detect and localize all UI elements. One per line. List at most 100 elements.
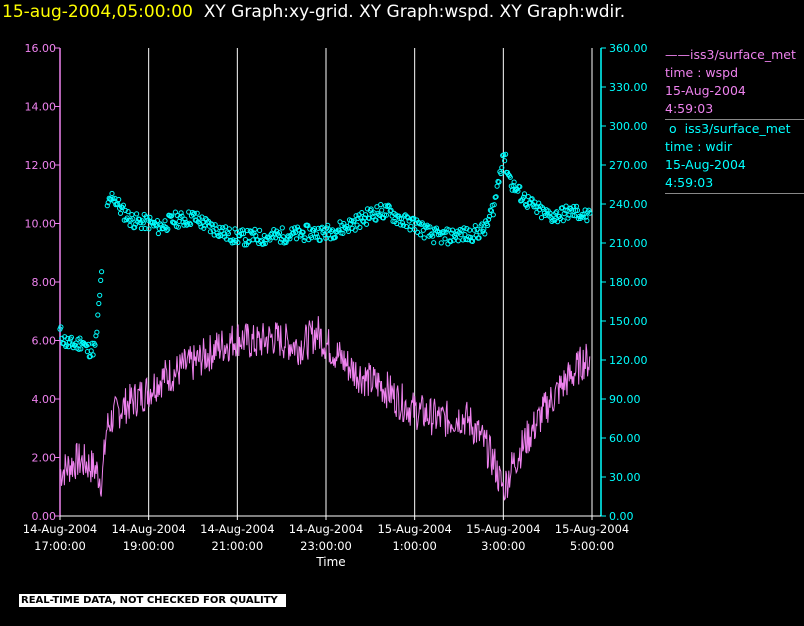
legend-wdir-time: 4:59:03 <box>665 175 714 190</box>
wdir-point <box>390 218 396 224</box>
wdir-point <box>471 227 477 233</box>
wdir-point <box>188 221 194 227</box>
right-tick-label: 120.00 <box>609 354 648 367</box>
left-y-axis: 0.00 2.00 4.00 6.00 8.00 10.00 12.00 14.00 16.00 <box>25 42 61 523</box>
wdir-point <box>293 236 300 242</box>
wdir-point <box>197 221 203 227</box>
wdir-point <box>120 202 127 208</box>
wspd-series <box>59 316 591 501</box>
wdir-point <box>486 216 492 222</box>
wdir-point <box>503 151 509 157</box>
wdir-point <box>378 202 384 208</box>
wdir-point <box>561 211 567 217</box>
wdir-point <box>574 207 581 213</box>
legend-wspd-date: 15-Aug-2004 <box>665 83 746 98</box>
wdir-point <box>182 216 188 222</box>
wdir-point <box>207 229 213 235</box>
wdir-point <box>408 223 414 229</box>
wdir-point <box>175 224 181 230</box>
wdir-point <box>587 210 593 216</box>
left-tick-label: 6.00 <box>32 335 57 348</box>
legend-wdir-source: iss3/surface_met <box>684 121 791 136</box>
wdir-point <box>374 204 380 210</box>
wdir-point <box>196 215 202 221</box>
wdir-point <box>479 221 485 227</box>
wdir-point <box>521 191 528 197</box>
wdir-point <box>68 334 75 340</box>
right-tick-label: 300.00 <box>609 120 648 133</box>
wdir-point <box>287 236 293 242</box>
x-tick-date-label: 14-Aug-2004 <box>200 522 274 536</box>
wdir-point <box>396 213 402 219</box>
left-tick-label: 12.00 <box>25 159 57 172</box>
wdir-point <box>452 234 458 240</box>
wdir-point <box>425 224 431 230</box>
wdir-point <box>431 240 437 246</box>
wdir-point <box>490 212 496 218</box>
wdir-point <box>368 206 374 212</box>
wdir-point <box>534 209 540 215</box>
wdir-point <box>129 212 135 218</box>
wdir-point <box>109 190 115 197</box>
wdir-point <box>235 239 241 246</box>
wdir-point <box>440 229 446 235</box>
wdir-point <box>241 242 248 248</box>
quality-warning-banner: REAL-TIME DATA, NOT CHECKED FOR QUALITY <box>19 594 286 607</box>
wdir-point <box>363 212 369 218</box>
wdir-point <box>153 222 159 228</box>
wdir-point <box>323 235 329 241</box>
wdir-point <box>194 210 200 216</box>
wdir-point <box>88 348 94 354</box>
wdir-point <box>134 211 140 217</box>
wdir-point <box>517 184 523 190</box>
wdir-point <box>507 174 513 180</box>
wdir-point <box>419 220 425 226</box>
wdir-point <box>511 179 517 185</box>
x-tick-date-label: 15-Aug-2004 <box>377 522 451 536</box>
wdir-point <box>552 217 558 223</box>
wdir-point <box>187 220 193 226</box>
legend-wspd-vars: time : wspd <box>665 65 739 80</box>
wdir-point <box>420 227 426 233</box>
wdir-point <box>344 223 350 229</box>
wdir-point <box>442 236 448 242</box>
wdir-point <box>385 202 391 208</box>
wdir-point <box>178 210 184 216</box>
x-tick-date-label: 14-Aug-2004 <box>289 522 363 536</box>
wdir-point <box>461 225 467 231</box>
left-tick-label: 0.00 <box>32 510 57 523</box>
wdir-point <box>99 269 105 275</box>
wdir-point <box>472 223 478 229</box>
wdir-point <box>345 226 351 232</box>
wdir-point <box>488 208 494 214</box>
wdir-point <box>448 238 454 245</box>
wdir-point <box>580 214 586 220</box>
right-tick-label: 210.00 <box>609 237 648 250</box>
wdir-point <box>388 207 394 213</box>
wdir-series <box>57 151 593 360</box>
wdir-point <box>502 158 508 164</box>
wdir-point <box>325 222 331 228</box>
legend-wspd-source: iss3/surface_met <box>690 47 796 62</box>
wdir-point <box>230 237 236 243</box>
wdir-point <box>584 218 590 224</box>
wdir-point <box>521 194 527 200</box>
wdir-point <box>469 238 476 244</box>
wdir-point <box>340 230 346 236</box>
wdir-point <box>462 232 468 238</box>
wdir-point <box>283 239 289 245</box>
wdir-point <box>499 165 505 171</box>
wdir-point <box>381 212 388 218</box>
wdir-point <box>98 277 104 283</box>
wdir-point <box>249 230 255 236</box>
left-tick-label: 4.00 <box>32 393 57 406</box>
wdir-point <box>565 215 571 221</box>
wdir-point <box>97 292 103 298</box>
wdir-point <box>104 203 110 209</box>
right-tick-label: 360.00 <box>609 42 648 55</box>
wdir-point <box>572 213 578 219</box>
x-tick-date-label: 14-Aug-2004 <box>23 522 97 536</box>
wdir-point <box>476 235 482 241</box>
legend-entry-wspd: ——iss3/surface_met time : wspd 15-Aug-20… <box>665 46 804 120</box>
